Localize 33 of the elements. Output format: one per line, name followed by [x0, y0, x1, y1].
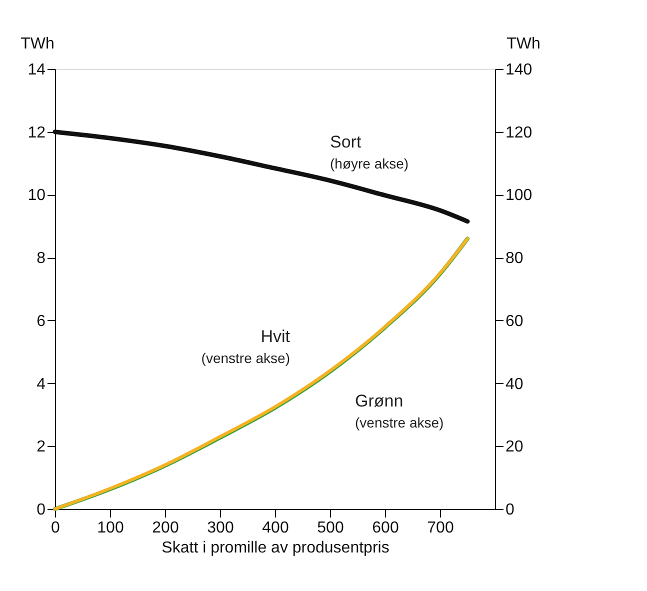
- y-tick-label: 8: [36, 250, 46, 268]
- text: Hvit: [260, 326, 290, 346]
- series-label: Grønn: [355, 392, 404, 411]
- series-label: Sort: [330, 132, 362, 152]
- annotation: (venstre akse): [355, 414, 444, 431]
- x-tick-label: 0: [51, 520, 60, 536]
- y2-tick-label: 0: [506, 502, 514, 518]
- x-tick-label: 700: [427, 520, 454, 536]
- y2-tick-label: 60: [506, 312, 524, 330]
- y-axis-title: TWh: [20, 36, 54, 52]
- y-tick-label: 10: [28, 187, 46, 204]
- y-tick-label: 6: [36, 312, 46, 330]
- y-tick-label: 4: [36, 376, 46, 393]
- y-tick-label: 12: [28, 124, 46, 142]
- x-tick-label: 300: [207, 520, 234, 536]
- y2-tick-label: 100: [506, 187, 532, 204]
- y2-tick-label: 20: [506, 438, 524, 456]
- x-tick-label: 200: [152, 520, 179, 536]
- x-tick-label: 100: [97, 520, 124, 536]
- x-tick-label: 600: [372, 520, 399, 536]
- y2-tick-label: 40: [506, 376, 524, 393]
- y-tick-label: 2: [36, 438, 46, 456]
- y-tick-label: 14: [28, 62, 46, 78]
- y-tick-label: 0: [36, 502, 46, 518]
- annotation: (venstre akse): [201, 350, 290, 366]
- x-tick-label: 400: [262, 520, 289, 536]
- y2-tick-label: 120: [506, 124, 532, 142]
- y2-tick-label: 140: [506, 62, 532, 78]
- y2-tick-label: 80: [506, 250, 524, 268]
- x-axis-title: Skatt i promille av produsentpris: [162, 540, 390, 556]
- y2-axis-title: TWh: [506, 36, 540, 52]
- x-tick-label: 500: [317, 520, 344, 536]
- annotation: (høyre akse): [330, 156, 409, 172]
